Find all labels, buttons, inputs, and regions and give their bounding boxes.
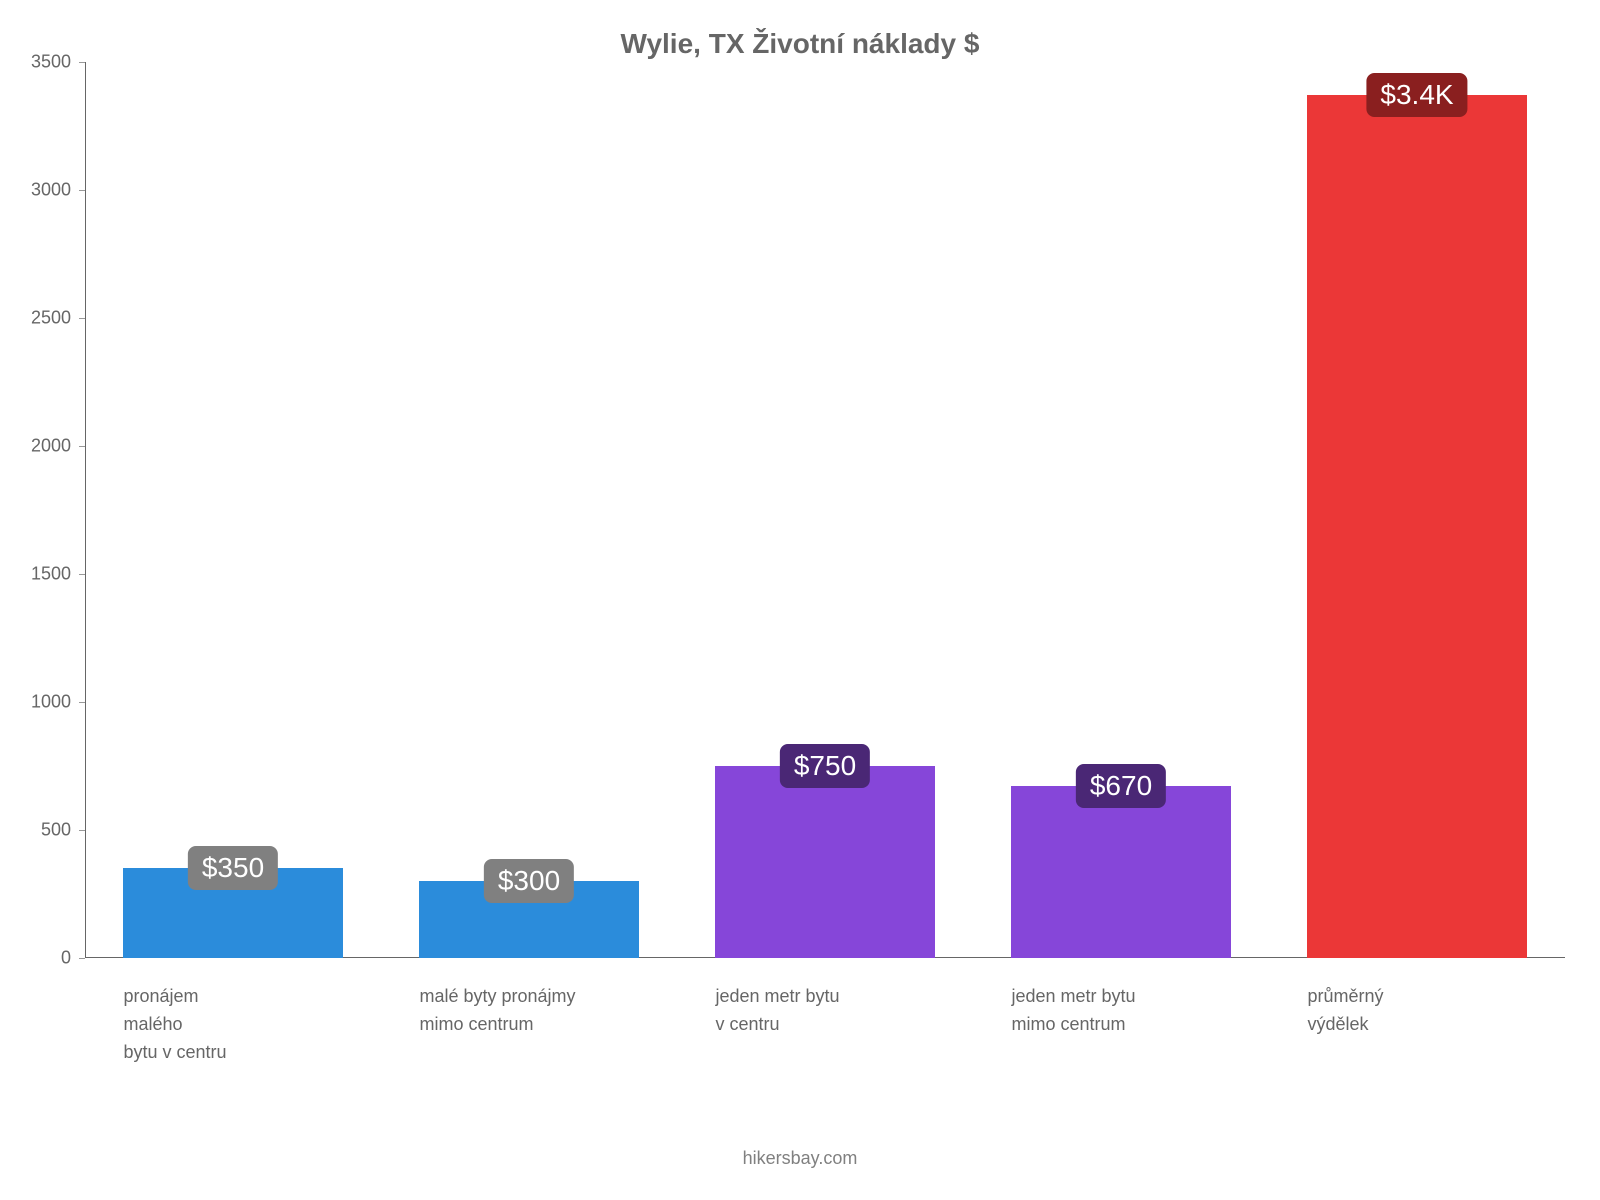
y-tick-label: 1500 (31, 564, 85, 585)
y-axis (85, 62, 86, 958)
bar (715, 766, 934, 958)
value-badge: $350 (188, 846, 278, 890)
y-tick-mark (79, 318, 85, 319)
x-category-label: průměrný výdělek (1307, 958, 1526, 1038)
y-tick-label: 3000 (31, 180, 85, 201)
value-badge: $300 (484, 859, 574, 903)
chart-container: Wylie, TX Životní náklady $ 050010001500… (0, 0, 1600, 1200)
y-tick-mark (79, 958, 85, 959)
y-tick-mark (79, 62, 85, 63)
credit: hikersbay.com (0, 1148, 1600, 1169)
x-category-label: jeden metr bytu v centru (715, 958, 934, 1038)
bar (1307, 95, 1526, 958)
y-tick-mark (79, 574, 85, 575)
y-tick-mark (79, 446, 85, 447)
x-category-label: malé byty pronájmy mimo centrum (419, 958, 638, 1038)
value-badge: $3.4K (1366, 73, 1467, 117)
value-badge: $750 (780, 744, 870, 788)
y-tick-mark (79, 830, 85, 831)
bar (1011, 786, 1230, 958)
y-tick-mark (79, 190, 85, 191)
y-tick-mark (79, 702, 85, 703)
y-tick-label: 2000 (31, 436, 85, 457)
y-tick-label: 1000 (31, 692, 85, 713)
y-tick-label: 3500 (31, 52, 85, 73)
y-tick-label: 2500 (31, 308, 85, 329)
plot-area: 0500100015002000250030003500$350pronájem… (85, 62, 1565, 958)
value-badge: $670 (1076, 764, 1166, 808)
x-category-label: jeden metr bytu mimo centrum (1011, 958, 1230, 1038)
chart-title: Wylie, TX Životní náklady $ (0, 28, 1600, 60)
x-category-label: pronájem malého bytu v centru (123, 958, 342, 1066)
